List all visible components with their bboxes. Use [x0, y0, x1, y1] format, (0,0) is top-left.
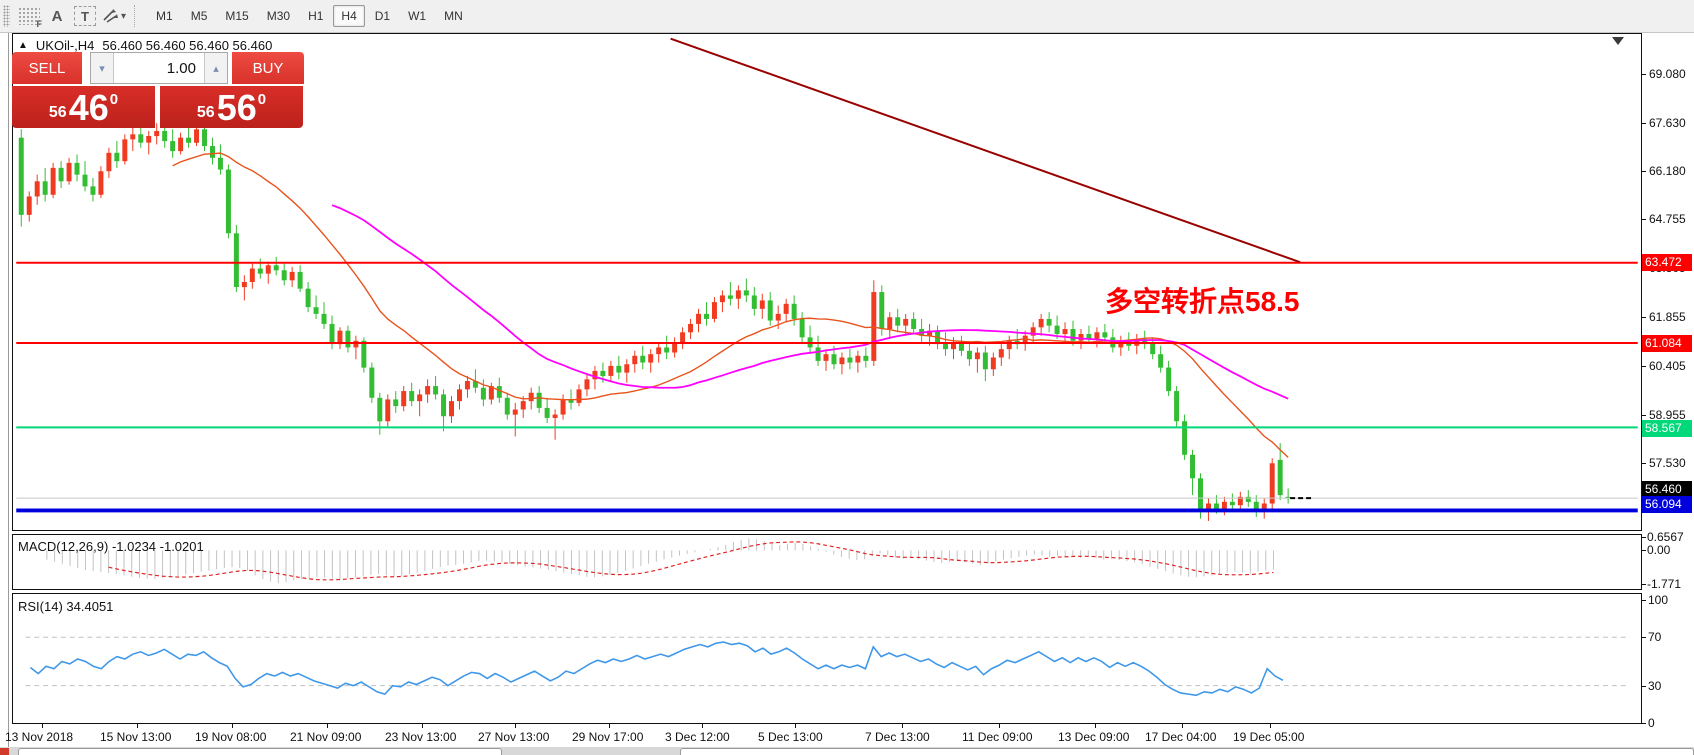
- macd-values: -1.0234 -1.0201: [111, 539, 204, 554]
- macd-axis--1.771: -1.771: [1647, 577, 1682, 591]
- price-tick-57.530: 57.530: [1649, 456, 1686, 470]
- timeframe-M5[interactable]: M5: [190, 9, 208, 23]
- rsi-axis-70: 70: [1648, 630, 1662, 644]
- time-label: 5 Dec 13:00: [758, 730, 823, 744]
- volume-spinner: ▾ 1.00 ▴: [90, 52, 228, 84]
- timeframe-W1[interactable]: W1: [408, 9, 427, 23]
- time-label: 19 Dec 05:00: [1233, 730, 1305, 744]
- chart-shift-marker-icon[interactable]: [1612, 37, 1624, 45]
- timeframe-M15[interactable]: M15: [225, 9, 249, 23]
- timeframe-D1[interactable]: D1: [374, 9, 391, 23]
- rsi-axis-0: 0: [1648, 716, 1655, 730]
- toolbar-grip[interactable]: [3, 5, 10, 27]
- macd-axis-0.00: 0.00: [1647, 543, 1671, 557]
- timeframe-M30[interactable]: M30: [266, 9, 291, 23]
- time-label: 7 Dec 13:00: [865, 730, 930, 744]
- price-tag-58.567: 58.567: [1642, 420, 1692, 437]
- time-label: 13 Nov 2018: [5, 730, 74, 744]
- chart-header: ▲ UKOil-,H4 56.460 56.460 56.460 56.460: [18, 38, 272, 53]
- bottom-tab-strip: [0, 747, 1694, 755]
- sell-price-display[interactable]: 56 46 0: [12, 86, 155, 128]
- bottom-tab-left[interactable]: [18, 748, 502, 755]
- price-tick-69.080: 69.080: [1649, 67, 1686, 81]
- buy-price-display[interactable]: 56 56 0: [160, 86, 303, 128]
- volume-input[interactable]: 1.00: [166, 59, 196, 77]
- macd-label: MACD(12,26,9) -1.0234 -1.0201: [18, 539, 204, 554]
- time-tickmark: [42, 724, 43, 728]
- volume-increase-button[interactable]: ▴: [204, 53, 227, 83]
- price-tick-61.855: 61.855: [1649, 310, 1686, 324]
- quote-values: 56.460 56.460 56.460 56.460: [102, 38, 273, 53]
- timeframe-M1[interactable]: M1: [156, 9, 173, 23]
- rsi-pane[interactable]: [12, 593, 1642, 724]
- rsi-value: 34.4051: [66, 599, 114, 614]
- windows-grid-icon[interactable]: F: [17, 4, 42, 29]
- time-label: 19 Nov 08:00: [195, 730, 267, 744]
- timeframe-buttons: M1 M5 M15 M30 H1 H4 D1 W1 MN: [148, 5, 471, 27]
- toolbar-separator: [134, 5, 140, 27]
- time-tickmark: [999, 724, 1000, 728]
- rsi-label: RSI(14) 34.4051: [18, 599, 114, 614]
- line-studies-icon[interactable]: ▾: [101, 4, 126, 28]
- timeframe-H4[interactable]: H4: [333, 5, 365, 27]
- bottom-tab-right[interactable]: [680, 748, 1694, 755]
- window-frame-line: [8, 33, 9, 747]
- price-tick-64.755: 64.755: [1649, 212, 1686, 226]
- time-tickmark: [422, 724, 423, 728]
- time-label: 27 Nov 13:00: [478, 730, 550, 744]
- time-label: 23 Nov 13:00: [385, 730, 457, 744]
- time-label: 13 Dec 09:00: [1058, 730, 1130, 744]
- chart-text-annotation: 多空转折点58.5: [1105, 286, 1300, 317]
- macd-pane[interactable]: [12, 534, 1642, 590]
- grid-f-icon: F: [18, 7, 42, 29]
- volume-decrease-button[interactable]: ▾: [91, 53, 114, 83]
- time-tickmark: [609, 724, 610, 728]
- text-tool-icon[interactable]: A: [51, 7, 63, 25]
- toolbar: F A T ▾ M1 M5 M15 M30 H1 H4 D1 W1 MN: [0, 0, 1694, 33]
- time-label: 29 Nov 17:00: [572, 730, 644, 744]
- buy-button[interactable]: BUY: [232, 52, 304, 84]
- time-label: 17 Dec 04:00: [1145, 730, 1217, 744]
- symbol-marker-icon: ▲: [18, 40, 28, 51]
- price-tick-66.180: 66.180: [1649, 164, 1686, 178]
- price-tick-63.305: 63.305: [1649, 261, 1686, 275]
- time-label: 3 Dec 12:00: [665, 730, 730, 744]
- time-tickmark: [1270, 724, 1271, 728]
- price-tick-60.405: 60.405: [1649, 359, 1686, 373]
- time-tickmark: [702, 724, 703, 728]
- price-tag-61.084: 61.084: [1642, 335, 1692, 352]
- time-tickmark: [795, 724, 796, 728]
- price-tag-63.472: 63.472: [1642, 254, 1692, 271]
- diagonal-arrows-icon: [103, 9, 118, 23]
- time-label: 15 Nov 13:00: [100, 730, 172, 744]
- chevron-down-icon: ▾: [121, 10, 127, 22]
- price-tick-58.955: 58.955: [1649, 408, 1686, 422]
- one-click-trading-panel: SELL ▾ 1.00 ▴ BUY 56 46 0 56 56 0: [12, 52, 304, 128]
- time-label: 21 Nov 09:00: [290, 730, 362, 744]
- time-tickmark: [1182, 724, 1183, 728]
- timeframe-H1[interactable]: H1: [308, 9, 324, 23]
- price-tick-67.630: 67.630: [1649, 116, 1686, 130]
- rsi-axis-30: 30: [1648, 679, 1662, 693]
- symbol-title: UKOil-,H4: [35, 38, 95, 53]
- time-tickmark: [1095, 724, 1096, 728]
- time-tickmark: [327, 724, 328, 728]
- rsi-axis-100: 100: [1648, 593, 1669, 607]
- time-tickmark: [902, 724, 903, 728]
- time-tickmark: [232, 724, 233, 728]
- price-tag-56.460: 56.460: [1642, 481, 1692, 498]
- time-label: 11 Dec 09:00: [962, 730, 1033, 744]
- sell-button[interactable]: SELL: [12, 52, 82, 84]
- timeframe-MN[interactable]: MN: [444, 9, 463, 23]
- macd-axis-0.6567: 0.6567: [1647, 530, 1684, 544]
- price-tag-56.094: 56.094: [1642, 496, 1692, 513]
- bottom-strip-marker: [0, 748, 9, 755]
- text-label-tool-icon[interactable]: T: [73, 4, 97, 28]
- time-tickmark: [515, 724, 516, 728]
- time-tickmark: [137, 724, 138, 728]
